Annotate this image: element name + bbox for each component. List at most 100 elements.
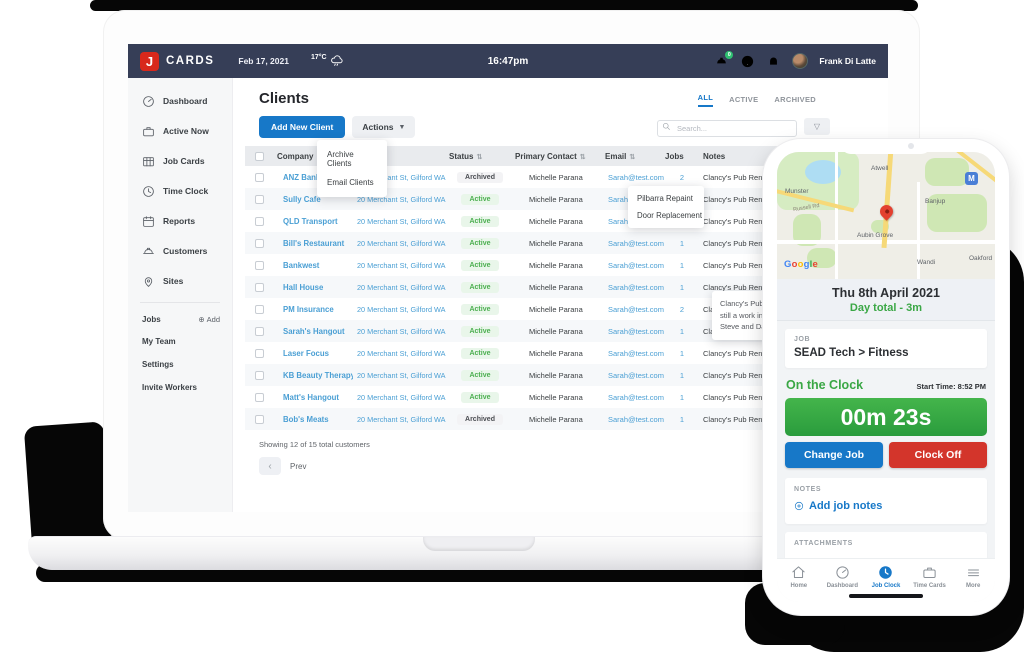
address-link[interactable]: 20 Merchant St, Gilford WA <box>357 304 446 314</box>
company-link[interactable]: Bankwest <box>283 260 320 270</box>
tab-archived[interactable]: ARCHIVED <box>774 95 816 104</box>
company-link[interactable]: Bill's Restaurant <box>283 238 345 248</box>
job-item-door-replacement[interactable]: Door Replacement <box>637 211 703 220</box>
address-link[interactable]: 20 Merchant St, Gilford WA <box>357 414 446 424</box>
menu-item-email-clients[interactable]: Email Clients <box>327 178 374 187</box>
user-avatar[interactable] <box>792 53 809 69</box>
help-icon[interactable] <box>740 54 755 69</box>
jobs-count-link[interactable]: 1 <box>679 348 685 358</box>
sort-icon[interactable]: ⇅ <box>629 153 636 161</box>
app-logo[interactable]: J <box>140 51 159 71</box>
search-input[interactable] <box>657 120 797 137</box>
filter-button[interactable]: ▽ <box>804 118 830 135</box>
sidebar-item-customers[interactable]: Customers <box>128 236 232 266</box>
address-link[interactable]: 20 Merchant St, Gilford WA <box>357 392 446 402</box>
address-link[interactable]: 20 Merchant St, Gilford WA <box>357 194 446 204</box>
column-header-notes[interactable]: Notes <box>703 152 878 161</box>
company-link[interactable]: PM Insurance <box>283 304 334 314</box>
row-checkbox[interactable] <box>254 260 264 270</box>
map[interactable]: M Munster Russell Rd Atwell Banjup Aubin Gro… <box>777 152 995 279</box>
select-all-checkbox[interactable] <box>254 151 264 161</box>
column-header-jobs[interactable]: Jobs <box>665 152 703 161</box>
company-link[interactable]: KB Beauty Therapy <box>283 370 353 380</box>
sidebar-link-invite-workers[interactable]: Invite Workers <box>142 383 197 392</box>
add-job-button[interactable]: ⊕ Add <box>198 315 220 324</box>
row-checkbox[interactable] <box>254 326 264 336</box>
row-checkbox[interactable] <box>254 370 264 380</box>
address-link[interactable]: 20 Merchant St, Gilford WA <box>357 216 446 226</box>
email-link[interactable]: Sarah@test.com <box>608 304 664 314</box>
sidebar-item-dashboard[interactable]: Dashboard <box>128 86 232 116</box>
jobs-count-link[interactable]: 1 <box>679 370 685 380</box>
home-indicator[interactable] <box>849 594 923 598</box>
row-checkbox[interactable] <box>254 282 264 292</box>
sidebar-item-job-cards[interactable]: Job Cards <box>128 146 232 176</box>
email-link[interactable]: Sarah@test.com <box>608 370 664 380</box>
phone-tab-time-cards[interactable]: Time Cards <box>912 565 948 589</box>
email-link[interactable]: Sarah@test.com <box>608 414 664 424</box>
address-link[interactable]: 20 Merchant St, Gilford WA <box>357 238 446 248</box>
row-checkbox[interactable] <box>254 348 264 358</box>
company-link[interactable]: Bob's Meats <box>283 414 329 424</box>
phone-tab-home[interactable]: Home <box>781 565 817 589</box>
sidebar-item-active-now[interactable]: Active Now <box>128 116 232 146</box>
email-link[interactable]: Sarah@test.com <box>608 282 664 292</box>
sort-icon[interactable]: ⇅ <box>579 153 586 161</box>
address-link[interactable]: 20 Merchant St, Gilford WA <box>357 282 446 292</box>
email-link[interactable]: Sarah@test.com <box>608 326 664 336</box>
phone-tab-more[interactable]: More <box>955 565 991 589</box>
row-checkbox[interactable] <box>254 194 264 204</box>
job-item-pilbarra-repaint[interactable]: Pilbarra Repaint <box>637 194 693 203</box>
add-new-client-button[interactable]: Add New Client <box>259 116 346 138</box>
email-link[interactable]: Sarah@test.com <box>608 172 664 182</box>
column-header-email[interactable]: Email ⇅ <box>605 152 665 161</box>
company-link[interactable]: Matt's Hangout <box>283 392 339 402</box>
jobs-count-link[interactable]: 1 <box>679 260 685 270</box>
row-checkbox[interactable] <box>254 392 264 402</box>
sidebar-link-settings[interactable]: Settings <box>142 360 174 369</box>
job-card[interactable]: JOB SEAD Tech > Fitness <box>785 329 987 368</box>
row-checkbox[interactable] <box>254 216 264 226</box>
jobs-count-link[interactable]: 2 <box>679 172 685 182</box>
jobs-count-link[interactable]: 1 <box>679 414 685 424</box>
company-link[interactable]: Laser Focus <box>283 348 329 358</box>
address-link[interactable]: 20 Merchant St, Gilford WA <box>357 172 446 182</box>
column-header-company[interactable]: Company <box>277 152 353 161</box>
change-job-button[interactable]: Change Job <box>785 442 883 468</box>
jobs-count-link[interactable]: 1 <box>679 326 685 336</box>
menu-item-archive-clients[interactable]: Archive Clients <box>327 150 354 168</box>
phone-tab-job-clock[interactable]: Job Clock <box>868 565 904 589</box>
column-header-status[interactable]: Status ⇅ <box>449 152 515 161</box>
company-link[interactable]: Sarah's Hangout <box>283 326 345 336</box>
prev-page-button[interactable]: ‹ <box>259 457 281 475</box>
company-link[interactable]: ANZ Bank <box>283 172 321 182</box>
company-link[interactable]: Hall House <box>283 282 324 292</box>
email-link[interactable]: Sarah@test.com <box>608 238 664 248</box>
jobs-count-link[interactable]: 1 <box>679 238 685 248</box>
address-link[interactable]: 20 Merchant St, Gilford WA <box>357 260 446 270</box>
row-checkbox[interactable] <box>254 414 264 424</box>
jobs-count-link[interactable]: 2 <box>679 304 685 314</box>
workers-hardhat-icon[interactable]: 0 <box>714 50 734 69</box>
tab-active[interactable]: ACTIVE <box>729 95 759 104</box>
address-link[interactable]: 20 Merchant St, Gilford WA <box>357 348 446 358</box>
email-link[interactable]: Sarah@test.com <box>608 260 664 270</box>
jobs-count-link[interactable]: 1 <box>679 282 685 292</box>
row-checkbox[interactable] <box>254 172 264 182</box>
address-link[interactable]: 20 Merchant St, Gilford WA <box>357 326 446 336</box>
map-pin-icon[interactable] <box>877 202 896 221</box>
jobs-count-link[interactable]: 1 <box>679 392 685 402</box>
sidebar-item-reports[interactable]: Reports <box>128 206 232 236</box>
company-link[interactable]: QLD Transport <box>283 216 338 226</box>
email-link[interactable]: Sarah@test.com <box>608 348 664 358</box>
company-link[interactable]: Sully Cafe <box>283 194 321 204</box>
sidebar-item-sites[interactable]: Sites <box>128 266 232 296</box>
sidebar-link-my-team[interactable]: My Team <box>142 337 176 346</box>
address-link[interactable]: 20 Merchant St, Gilford WA <box>357 370 446 380</box>
email-link[interactable]: Sarah@test.com <box>608 392 664 402</box>
timer-display[interactable]: 00m 23s <box>785 398 987 436</box>
phone-tab-dashboard[interactable]: Dashboard <box>824 565 860 589</box>
tab-all[interactable]: ALL <box>697 93 714 107</box>
add-job-notes-button[interactable]: Add job notes <box>794 500 978 512</box>
actions-button[interactable]: Actions ▼ <box>352 116 416 138</box>
